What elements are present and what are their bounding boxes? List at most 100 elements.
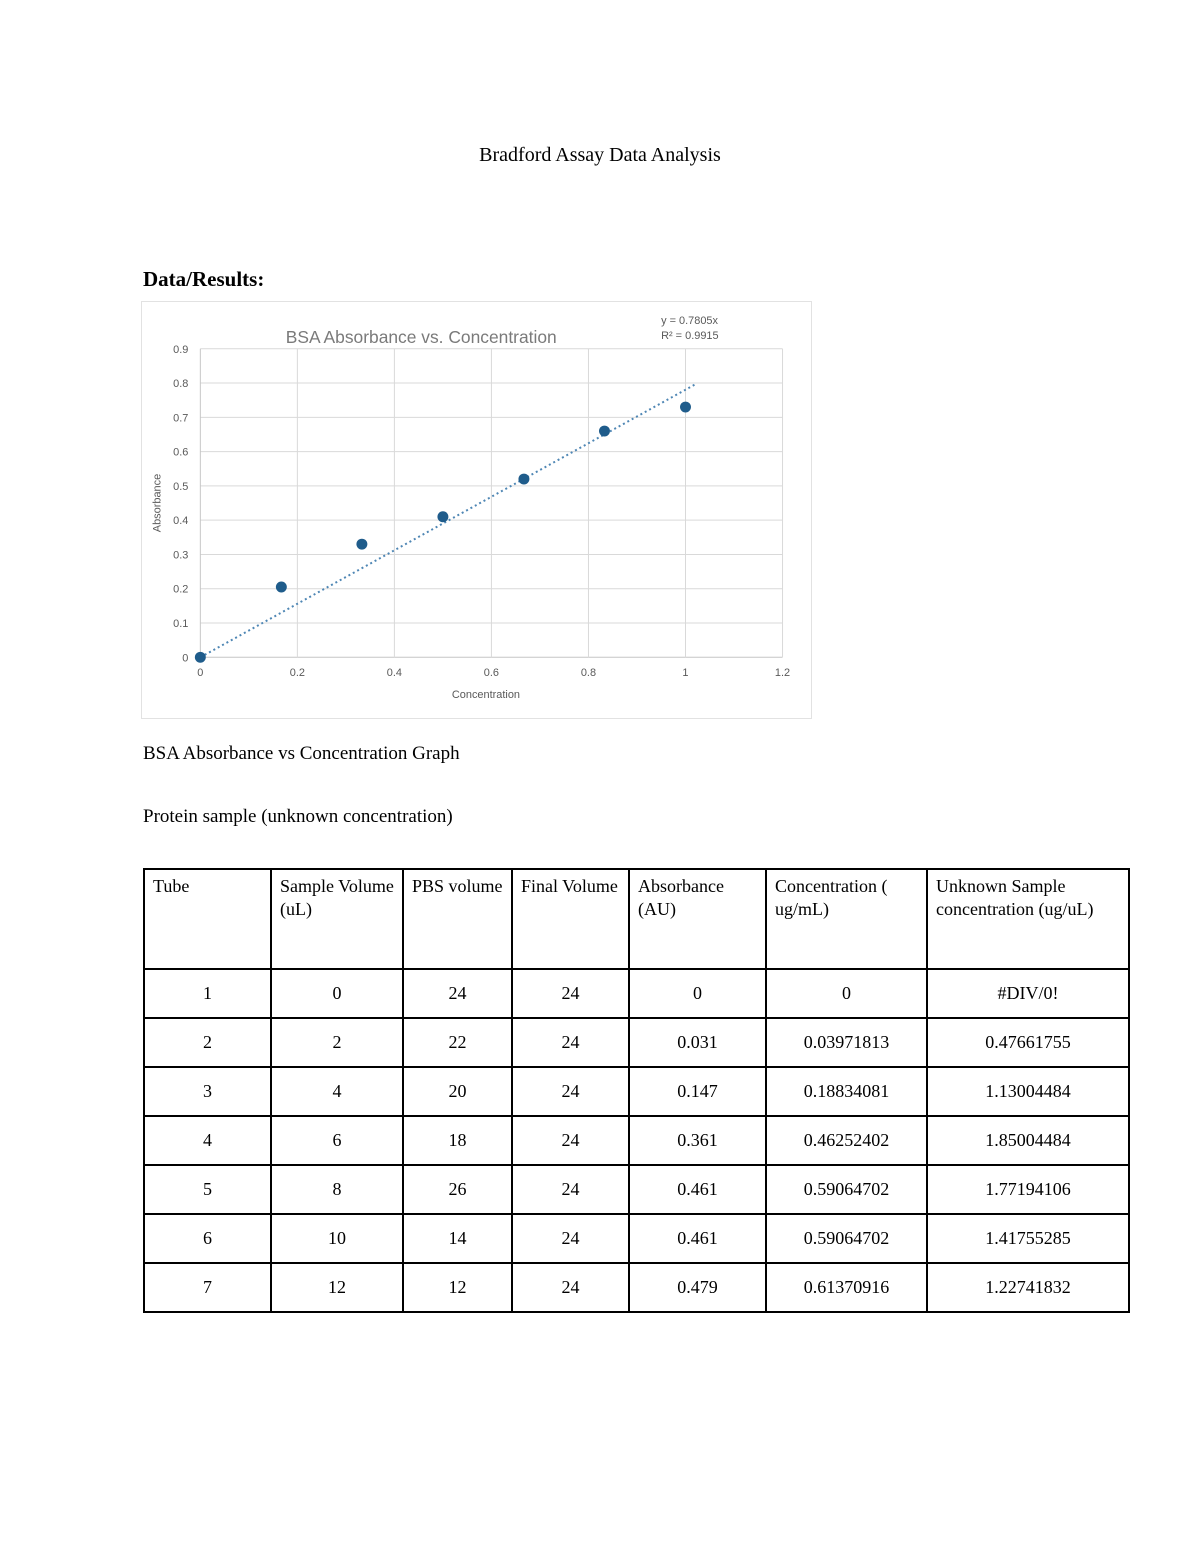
- y-axis-title: Absorbance: [152, 474, 164, 532]
- table-cell: 0.461: [628, 1164, 767, 1215]
- table-cell: 1.85004484: [926, 1115, 1130, 1166]
- y-tick-label: 0.5: [173, 481, 188, 493]
- data-point: [275, 581, 287, 593]
- table-cell: 8: [270, 1164, 404, 1215]
- table-cell: 24: [511, 1213, 630, 1264]
- table-cell: 0.031: [628, 1017, 767, 1068]
- table-cell: 1.22741832: [926, 1262, 1130, 1313]
- table-cell: 0: [765, 968, 928, 1019]
- table-cell: 24: [402, 968, 513, 1019]
- table-cell: 18: [402, 1115, 513, 1166]
- table-cell: 0: [628, 968, 767, 1019]
- chart-svg: 0 0.1 0.2 0.3 0.4 0.5 0.6 0.7 0.8 0.9 0 0.2 0.4 0.6 0.…: [152, 315, 791, 701]
- table-cell: 22: [402, 1017, 513, 1068]
- table-cell: 4: [143, 1115, 272, 1166]
- x-tick-label: 0: [197, 667, 203, 679]
- table-cell: 0.59064702: [765, 1164, 928, 1215]
- results-table-body: 1 0 24 24 0 0 #DIV/0! 2 2 22 24 0.031 0.03971813 0.47…: [143, 968, 1130, 1313]
- y-tick-label: 0.1: [173, 618, 188, 630]
- data-point: [518, 473, 530, 485]
- table-caption: Protein sample (unknown concentration): [143, 806, 453, 827]
- y-tick-label: 0.8: [173, 378, 188, 390]
- table-row: 3 4 20 24 0.147 0.18834081 1.13004484: [143, 1066, 1130, 1117]
- table-cell: 4: [270, 1066, 404, 1117]
- table-cell: 0.03971813: [765, 1017, 928, 1068]
- y-tick-label: 0.6: [173, 447, 188, 459]
- column-header-pbs-volume: PBS volume: [402, 868, 513, 970]
- chart-plot: 0 0.1 0.2 0.3 0.4 0.5 0.6 0.7 0.8 0.9 0 0.2 0.4 0.6 0.…: [173, 344, 790, 679]
- y-tick-label: 0: [182, 652, 188, 664]
- table-cell: 5: [143, 1164, 272, 1215]
- y-tick-label: 0.3: [173, 549, 188, 561]
- column-header-concentration: Concentration ( ug/mL): [765, 868, 928, 970]
- table-row: 5 8 26 24 0.461 0.59064702 1.77194106: [143, 1164, 1130, 1215]
- results-table: Tube Sample Volume (uL) PBS volume Final…: [143, 868, 1130, 1313]
- table-cell: #DIV/0!: [926, 968, 1130, 1019]
- x-tick-label: 0.8: [581, 667, 596, 679]
- table-cell: 0.61370916: [765, 1262, 928, 1313]
- table-row: 2 2 22 24 0.031 0.03971813 0.47661755: [143, 1017, 1130, 1068]
- table-cell: 14: [402, 1213, 513, 1264]
- trendline: [199, 383, 696, 659]
- trendline-equation-label: y = 0.7805x: [661, 315, 718, 327]
- data-point: [598, 425, 610, 437]
- document-title: Bradford Assay Data Analysis: [479, 144, 721, 166]
- table-cell: 6: [143, 1213, 272, 1264]
- table-cell: 2: [270, 1017, 404, 1068]
- table-cell: 0.147: [628, 1066, 767, 1117]
- table-row: 1 0 24 24 0 0 #DIV/0!: [143, 968, 1130, 1019]
- x-tick-label: 0.2: [290, 667, 305, 679]
- chart-title: BSA Absorbance vs. Concentration: [286, 327, 557, 347]
- table-cell: 12: [270, 1262, 404, 1313]
- data-point: [356, 538, 368, 550]
- table-cell: 26: [402, 1164, 513, 1215]
- trendline-r-squared-label: R² = 0.9915: [661, 330, 718, 342]
- x-axis-title: Concentration: [452, 689, 520, 701]
- table-cell: 7: [143, 1262, 272, 1313]
- table-cell: 0.59064702: [765, 1213, 928, 1264]
- data-point: [680, 401, 691, 413]
- table-cell: 24: [511, 1164, 630, 1215]
- table-row: 4 6 18 24 0.361 0.46252402 1.85004484: [143, 1115, 1130, 1166]
- table-row: 6 10 14 24 0.461 0.59064702 1.41755285: [143, 1213, 1130, 1264]
- column-header-sample-volume: Sample Volume (uL): [270, 868, 404, 970]
- table-cell: 0.47661755: [926, 1017, 1130, 1068]
- table-cell: 24: [511, 968, 630, 1019]
- table-cell: 0.479: [628, 1262, 767, 1313]
- table-cell: 12: [402, 1262, 513, 1313]
- x-tick-label: 0.6: [484, 667, 499, 679]
- data-point: [194, 651, 206, 663]
- table-cell: 0.18834081: [765, 1066, 928, 1117]
- y-tick-label: 0.9: [173, 344, 188, 356]
- table-header-row: Tube Sample Volume (uL) PBS volume Final…: [143, 868, 1130, 970]
- table-cell: 1.77194106: [926, 1164, 1130, 1215]
- table-cell: 6: [270, 1115, 404, 1166]
- column-header-final-volume: Final Volume: [511, 868, 630, 970]
- section-heading: Data/Results:: [143, 267, 265, 291]
- table-cell: 1: [143, 968, 272, 1019]
- table-cell: 24: [511, 1017, 630, 1068]
- x-tick-label: 1.2: [775, 667, 790, 679]
- y-tick-label: 0.2: [173, 584, 188, 596]
- table-cell: 24: [511, 1262, 630, 1313]
- table-cell: 0.361: [628, 1115, 767, 1166]
- table-cell: 2: [143, 1017, 272, 1068]
- chart-caption: BSA Absorbance vs Concentration Graph: [143, 743, 460, 764]
- data-point: [437, 511, 449, 523]
- table-cell: 0.461: [628, 1213, 767, 1264]
- x-tick-label: 0.4: [387, 667, 402, 679]
- table-cell: 3: [143, 1066, 272, 1117]
- table-cell: 1.41755285: [926, 1213, 1130, 1264]
- table-cell: 0.46252402: [765, 1115, 928, 1166]
- column-header-unknown-concentration: Unknown Sample concentration (ug/uL): [926, 868, 1130, 970]
- table-cell: 10: [270, 1213, 404, 1264]
- y-tick-label: 0.7: [173, 412, 188, 424]
- table-cell: 20: [402, 1066, 513, 1117]
- chart-container: 0 0.1 0.2 0.3 0.4 0.5 0.6 0.7 0.8 0.9 0 0.2 0.4 0.6 0.…: [141, 301, 812, 719]
- table-cell: 1.13004484: [926, 1066, 1130, 1117]
- column-header-absorbance: Absorbance (AU): [628, 868, 767, 970]
- table-cell: 0: [270, 968, 404, 1019]
- table-cell: 24: [511, 1115, 630, 1166]
- table-cell: 24: [511, 1066, 630, 1117]
